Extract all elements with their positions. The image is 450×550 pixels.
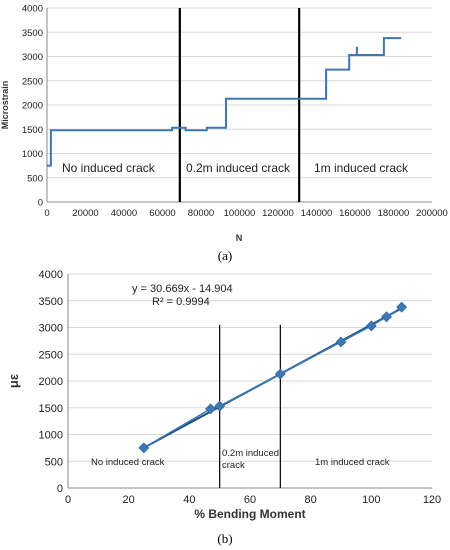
chart-b-y-tick-label: 0 [57,483,63,495]
chart-a-x-axis-label: N [236,233,243,243]
chart-a-x-tick-label: 100000 [224,208,256,219]
chart-b-x-tick-label: 20 [123,494,135,506]
chart-a-y-tick-label: 0 [38,198,43,209]
chart-a-x-tick-label: 160000 [339,208,371,219]
chart-a-y-tick-label: 3500 [22,28,43,39]
chart-b-y-tick-label: 4000 [39,269,63,281]
chart-b-caption: (b) [217,531,232,546]
chart-b-gridlines [68,273,432,462]
chart-a: 0 500 1000 1500 2000 2500 3000 3500 4000 0 20000 4… [0,4,448,264]
chart-b: 0 500 1000 1500 2000 2500 3000 3500 4000 0 20 40 60… [6,269,441,546]
chart-b-x-tick-label: 0 [65,494,71,506]
chart-a-y-tick-label: 1500 [22,125,43,136]
chart-b-x-tick-labels: 0 20 40 60 80 100 120 [65,494,441,506]
chart-b-x-tick-label: 80 [305,494,317,506]
chart-a-gridlines [47,7,432,179]
chart-a-y-tick-label: 4000 [22,4,43,15]
chart-b-trend-equation: y = 30.669x - 14.904 [132,283,233,295]
chart-b-data-point [214,400,226,412]
chart-b-y-tick-label: 3000 [39,323,63,335]
chart-b-x-axis-label: % Bending Moment [194,507,305,521]
chart-b-y-tick-label: 1500 [39,403,63,415]
chart-b-data-point [365,320,377,332]
chart-a-axes [46,8,432,203]
chart-a-x-tick-labels: 0 20000 40000 60000 80000 100000 120000 140000 1… [44,208,448,219]
chart-a-x-tick-label: 200000 [416,208,448,219]
chart-b-data-point [274,368,286,380]
chart-b-data-point [138,442,150,454]
chart-a-y-axis-label: Microstrain [0,81,10,130]
chart-b-data-point [335,336,347,348]
chart-a-annotation-1m-crack: 1m induced crack [314,161,409,175]
chart-b-x-tick-label: 60 [244,494,256,506]
chart-b-axes [67,274,432,489]
chart-a-x-tick-label: 40000 [111,208,137,219]
chart-b-y-tick-label: 3500 [39,296,63,308]
chart-a-y-tick-label: 500 [27,173,43,184]
chart-a-caption: (a) [218,248,232,263]
chart-b-annotation-0.2m-crack: 0.2m induced crack [222,448,282,471]
chart-a-y-tick-label: 2000 [22,101,43,112]
chart-b-annotation-no-crack: No induced crack [91,457,165,468]
chart-b-x-tick-label: 100 [362,494,380,506]
chart-a-y-tick-label: 1000 [22,149,43,160]
chart-a-x-tick-label: 20000 [72,208,98,219]
chart-a-x-tick-label: 0 [44,208,49,219]
chart-a-x-tick-label: 60000 [149,208,175,219]
chart-b-x-tick-label: 40 [183,494,195,506]
chart-b-y-tick-label: 2000 [39,376,63,388]
chart-b-annotation-0.2m-crack-line2: crack [222,460,245,471]
chart-b-data-point [381,311,392,323]
chart-b-y-tick-labels: 0 500 1000 1500 2000 2500 3000 3500 4000 [39,269,63,495]
chart-b-y-axis-label: με [6,374,21,388]
chart-b-data-point [396,301,408,313]
chart-a-annotation-0.2m-crack: 0.2m induced crack [186,161,291,175]
chart-b-y-tick-label: 1000 [39,430,63,442]
chart-b-annotation-0.2m-crack-line1: 0.2m induced [222,448,279,459]
chart-a-y-tick-labels: 0 500 1000 1500 2000 2500 3000 3500 4000 [22,4,43,209]
chart-a-y-tick-label: 3000 [22,52,43,63]
chart-a-phase-dividers [178,8,301,202]
chart-a-y-tick-label: 2500 [22,76,43,87]
chart-b-data-point [205,403,216,415]
chart-a-x-tick-label: 120000 [262,208,294,219]
chart-b-y-tick-label: 2500 [39,349,63,361]
chart-b-x-tick-label: 120 [423,494,441,506]
chart-a-x-tick-label: 80000 [188,208,214,219]
chart-b-data-points [138,301,408,454]
chart-a-strain-line [47,37,402,167]
chart-b-annotation-1m-crack: 1m induced crack [315,457,390,468]
chart-b-r-squared: R² = 0.9994 [152,296,210,308]
chart-b-y-tick-label: 500 [45,456,63,468]
chart-a-x-tick-label: 180000 [378,208,410,219]
chart-a-x-tick-label: 140000 [301,208,333,219]
chart-a-annotation-no-crack: No induced crack [62,161,156,175]
